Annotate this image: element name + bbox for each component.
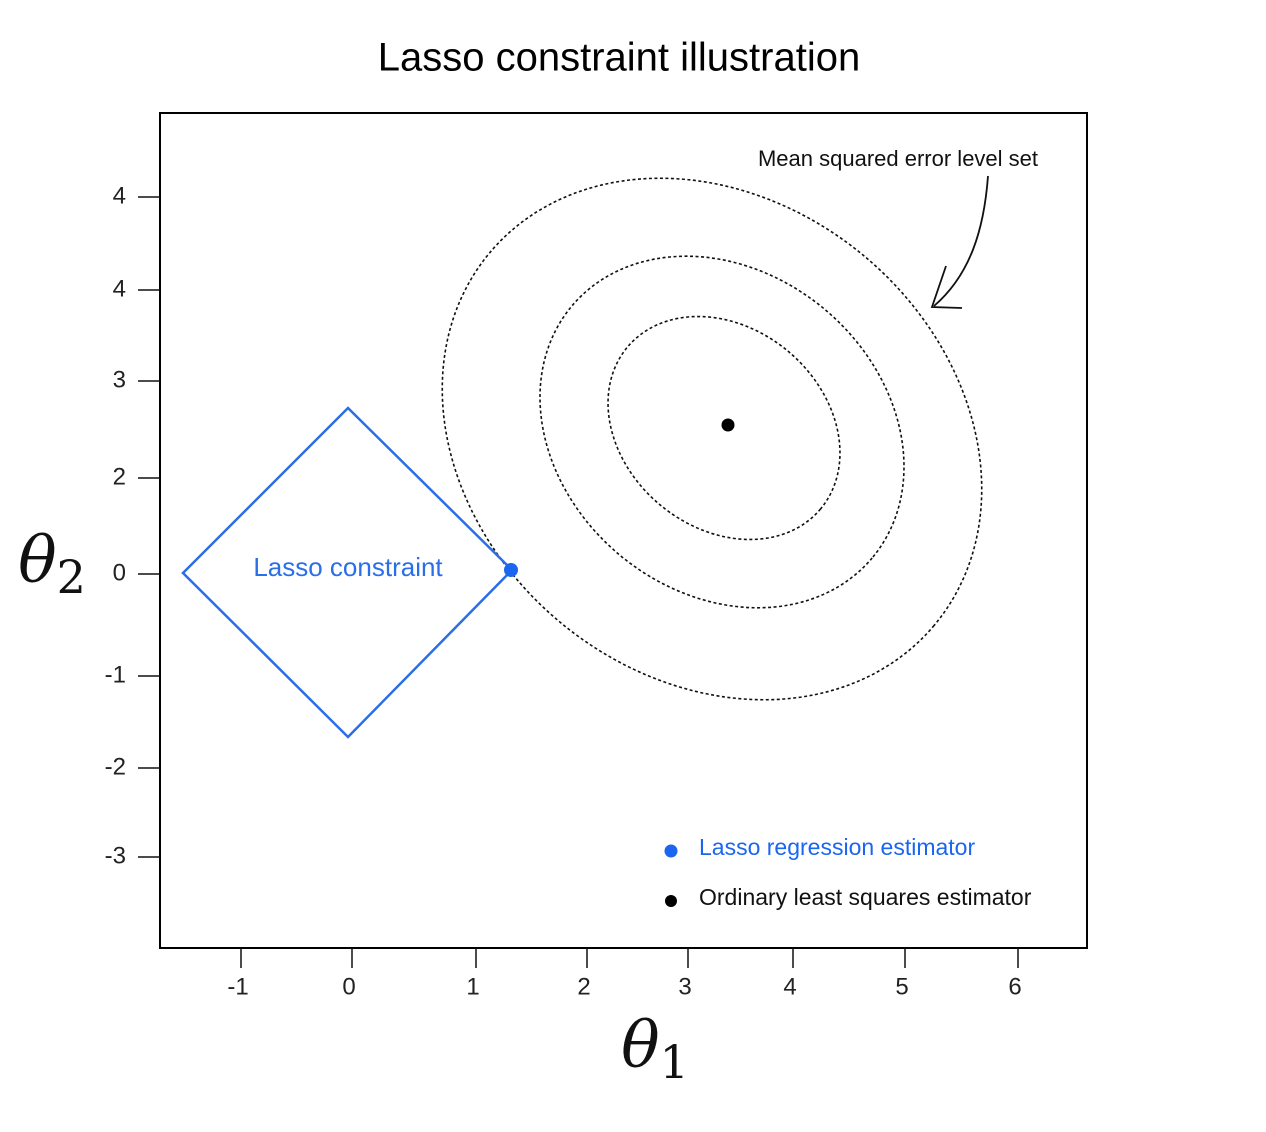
plot-frame [159,112,1088,949]
y-ticks: 4 4 3 2 0 -1 -2 -3 [105,182,160,869]
y-tick-label: -3 [105,842,126,869]
lasso-point [504,563,518,577]
x-tick-label: 5 [895,973,908,1000]
x-tick-label: 4 [783,973,796,1000]
legend-label: Ordinary least squares estimator [699,884,1032,910]
y-tick-label: 2 [113,463,126,490]
x-axis-label: θ1 [621,1009,689,1090]
legend-label: Lasso regression estimator [699,834,975,860]
annotation-arrow [933,175,989,307]
x-ticks: -1 0 1 2 3 4 5 6 [227,948,1022,1000]
y-axis-label: θ2 [18,524,86,605]
y-tick-label: -1 [105,661,126,688]
x-tick-label: 3 [678,973,691,1000]
constraint-label: Lasso constraint [253,552,443,582]
title: Lasso constraint illustration [378,36,860,80]
ols-point [721,418,735,432]
level-set-middle [539,255,905,609]
y-tick-label: 4 [113,275,126,302]
x-tick-label: 1 [466,973,479,1000]
y-tick-label: 4 [113,182,126,209]
y-tick-label: -2 [105,753,126,780]
x-tick-label: -1 [227,973,248,1000]
annotation: Mean squared error level set [758,146,1038,171]
level-set-inner [607,315,841,541]
level-set-outer [441,177,983,701]
arrow-head [930,265,963,309]
y-tick-label: 0 [113,559,126,586]
x-tick-label: 2 [577,973,590,1000]
legend-marker [664,844,678,858]
legend-marker [665,895,677,907]
x-tick-label: 6 [1008,973,1021,1000]
x-tick-label: 0 [342,973,355,1000]
y-tick-label: 3 [113,366,126,393]
level-sets [441,177,983,701]
